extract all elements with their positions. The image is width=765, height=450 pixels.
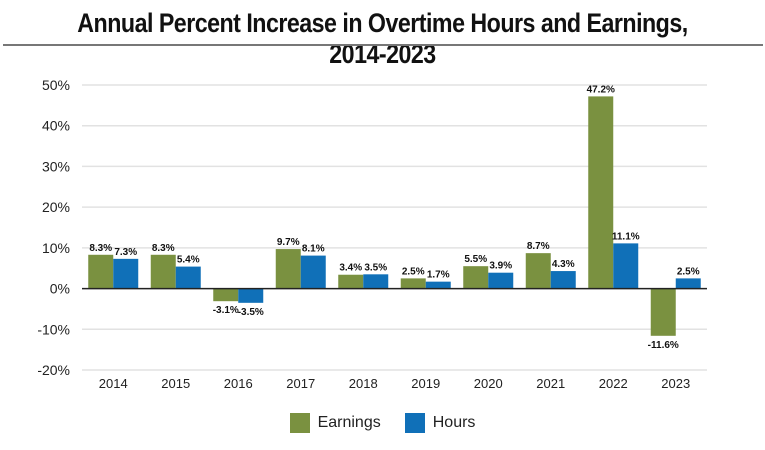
legend-swatch-hours xyxy=(404,413,425,433)
y-tick-label: 50% xyxy=(42,77,70,93)
x-tick-label: 2019 xyxy=(411,376,440,391)
data-label: 5.5% xyxy=(464,254,487,265)
bar-earnings xyxy=(463,266,489,289)
title-divider xyxy=(3,44,763,46)
x-tick-label: 2021 xyxy=(536,376,565,391)
data-label: 7.3% xyxy=(114,247,137,258)
y-tick-label: 10% xyxy=(42,240,70,256)
data-label: 4.3% xyxy=(552,259,575,270)
legend: Earnings Hours xyxy=(0,413,765,433)
bar-hours xyxy=(175,266,201,289)
y-tick-label: 0% xyxy=(50,281,70,297)
legend-item-hours: Hours xyxy=(404,413,476,433)
data-label: 8.7% xyxy=(527,241,550,252)
x-tick-label: 2018 xyxy=(349,376,378,391)
y-tick-label: -10% xyxy=(37,321,70,337)
bar-earnings xyxy=(650,288,676,336)
y-tick-label: 30% xyxy=(42,158,70,174)
data-label: -3.5% xyxy=(238,307,264,318)
y-tick-label: 20% xyxy=(42,199,70,215)
x-tick-label: 2020 xyxy=(474,376,503,391)
data-label: 8.1% xyxy=(302,244,325,255)
y-tick-label: 40% xyxy=(42,118,70,134)
bar-earnings xyxy=(88,254,114,289)
bar-earnings xyxy=(338,274,364,289)
data-label: 9.7% xyxy=(277,237,300,248)
data-label: 3.5% xyxy=(364,262,387,273)
x-tick-label: 2014 xyxy=(99,376,128,391)
bar-hours xyxy=(613,243,639,289)
data-label: 8.3% xyxy=(89,243,112,254)
bar-hours xyxy=(488,272,514,289)
bar-hours xyxy=(425,281,451,289)
y-tick-label: -20% xyxy=(37,362,70,378)
bar-hours xyxy=(300,255,326,289)
bar-earnings xyxy=(525,253,551,289)
data-label: 1.7% xyxy=(427,270,450,281)
bar-hours xyxy=(675,278,701,289)
data-label: 3.4% xyxy=(339,263,362,274)
data-label: 11.1% xyxy=(612,231,640,242)
x-tick-label: 2016 xyxy=(224,376,253,391)
bar-hours xyxy=(550,271,576,289)
data-label: 47.2% xyxy=(587,84,615,95)
legend-label-hours: Hours xyxy=(432,414,476,431)
bar-hours xyxy=(238,288,264,303)
bar-earnings xyxy=(588,96,614,289)
data-label: -11.6% xyxy=(648,340,679,351)
bar-earnings xyxy=(150,254,176,289)
bar-earnings xyxy=(213,288,239,302)
legend-item-earnings: Earnings xyxy=(289,413,381,433)
legend-label-earnings: Earnings xyxy=(317,414,381,431)
data-label: 3.9% xyxy=(489,261,512,272)
data-label: 2.5% xyxy=(402,266,425,277)
bar-earnings xyxy=(275,249,301,289)
bar-hours xyxy=(113,258,139,289)
data-label: 5.4% xyxy=(177,255,200,266)
x-tick-label: 2015 xyxy=(161,376,190,391)
data-label: 8.3% xyxy=(152,243,175,254)
x-tick-label: 2023 xyxy=(661,376,690,391)
bar-hours xyxy=(363,274,389,289)
data-label: 2.5% xyxy=(677,266,700,277)
legend-swatch-earnings xyxy=(289,413,310,433)
bar-earnings xyxy=(400,278,426,289)
x-tick-label: 2022 xyxy=(599,376,628,391)
x-tick-label: 2017 xyxy=(286,376,315,391)
data-label: -3.1% xyxy=(213,305,239,316)
